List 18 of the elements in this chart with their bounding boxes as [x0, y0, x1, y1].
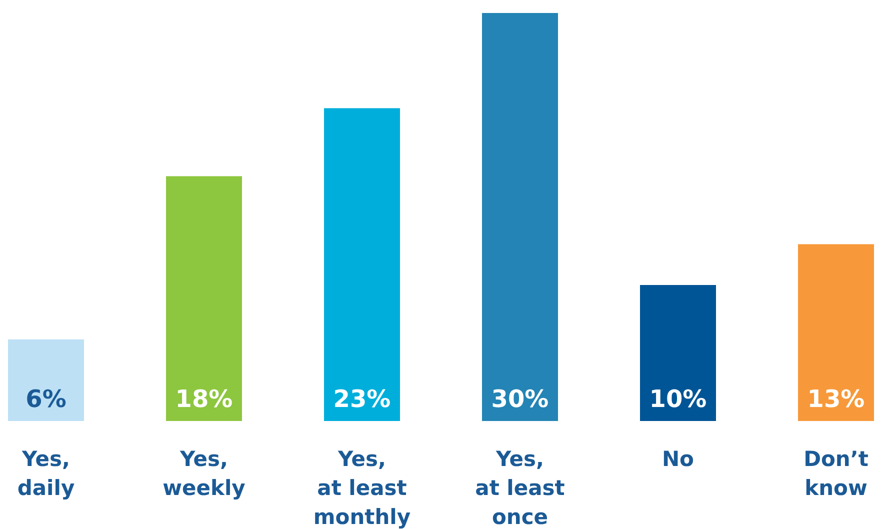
- bar: [166, 176, 242, 421]
- bar: [798, 244, 874, 421]
- bar: [482, 13, 558, 421]
- bar: [8, 339, 84, 421]
- bar: [640, 285, 716, 421]
- data-label: 23%: [333, 385, 391, 413]
- x-tick-label: No: [662, 447, 694, 471]
- x-tick-label: Yes, weekly: [162, 447, 246, 500]
- data-label: 13%: [807, 385, 865, 413]
- x-tick-label: Yes, daily: [17, 447, 75, 500]
- data-label: 30%: [491, 385, 549, 413]
- x-tick-label: Yes, at least once: [475, 447, 565, 529]
- data-label: 10%: [649, 385, 707, 413]
- x-tick-label: Yes, at least monthly: [313, 447, 411, 529]
- bar: [324, 108, 400, 421]
- x-tick-label: Don’t know: [804, 447, 868, 500]
- data-label: 18%: [175, 385, 233, 413]
- data-label: 6%: [26, 385, 66, 413]
